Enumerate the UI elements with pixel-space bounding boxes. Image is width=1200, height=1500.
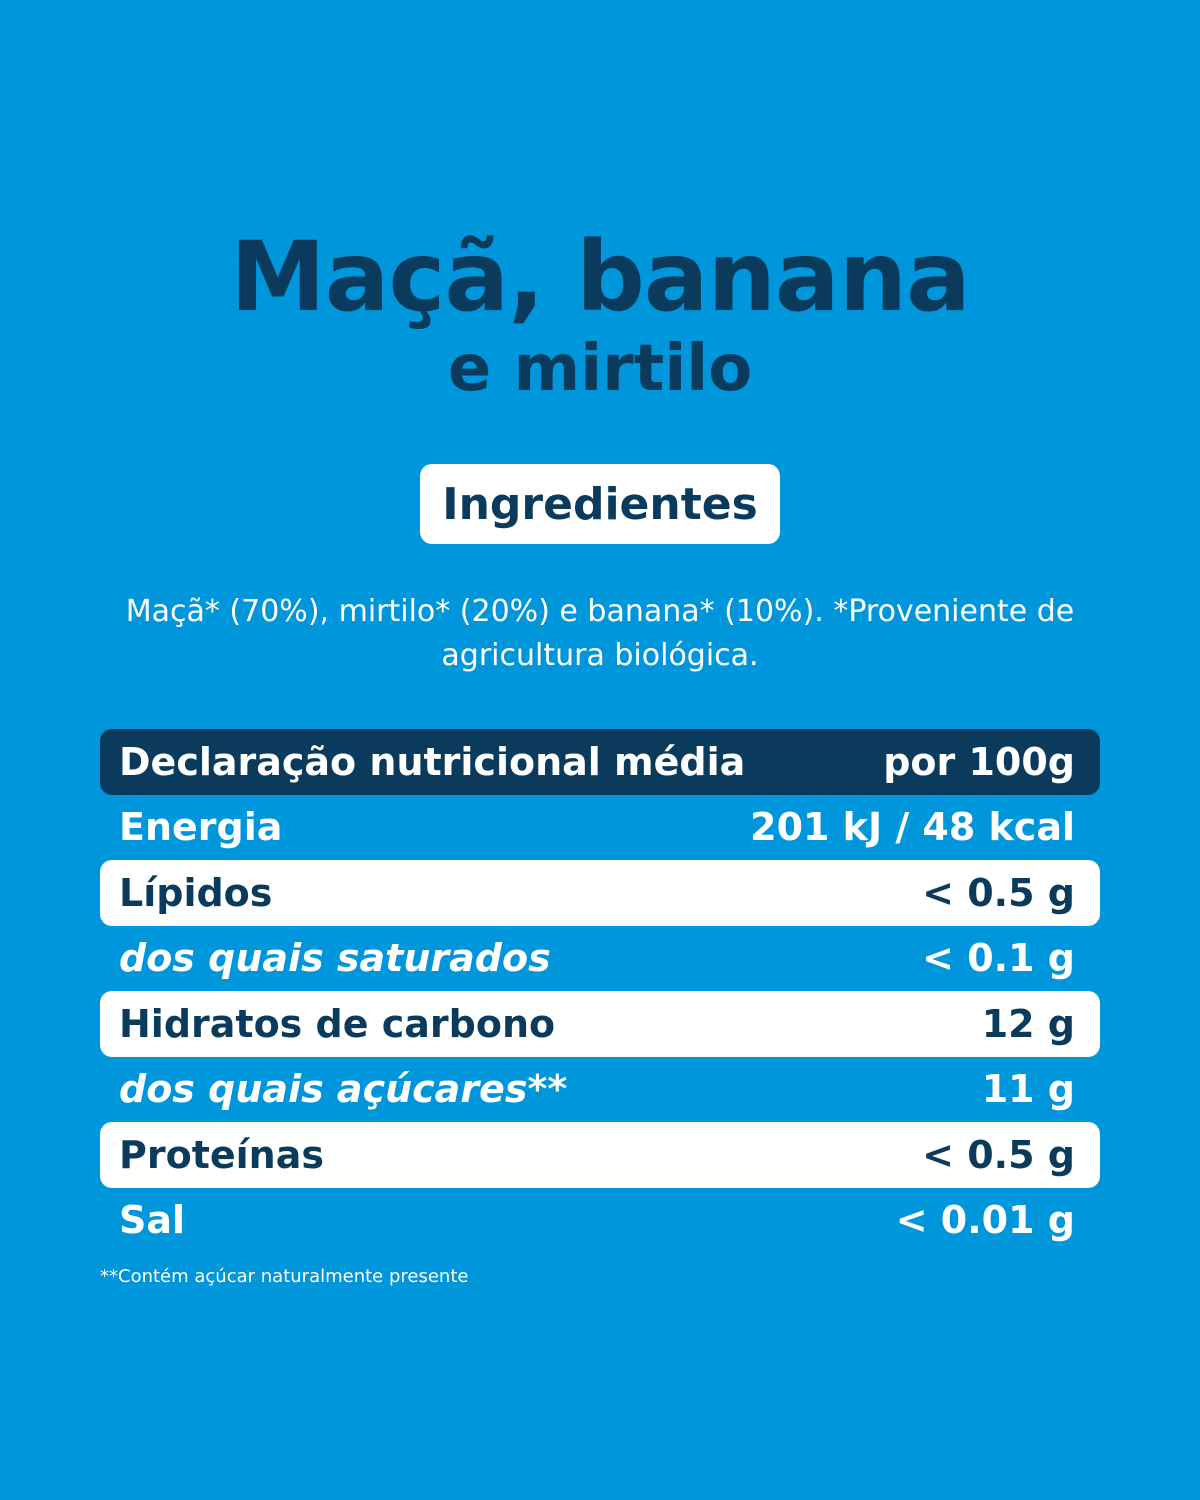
nutrient-label: Sal (119, 1198, 186, 1243)
nutrient-label: Hidratos de carbono (119, 1001, 556, 1046)
nutrient-label: Proteínas (119, 1132, 324, 1177)
nutrient-label: Lípidos (119, 870, 273, 915)
nutrient-value: 11 g (981, 1067, 1075, 1112)
ingredients-badge: Ingredientes (420, 464, 780, 544)
nutrition-row-saturados: dos quais saturados < 0.1 g (100, 926, 1100, 992)
ingredients-text: Maçã* (70%), mirtilo* (20%) e banana* (1… (125, 594, 1075, 673)
nutrition-header-value: por 100g (883, 739, 1075, 784)
nutrition-header-label: Declaração nutricional média (119, 739, 746, 784)
nutrient-value: < 0.1 g (922, 936, 1075, 981)
nutrient-label: dos quais açúcares** (119, 1067, 568, 1112)
nutrition-header-row: Declaração nutricional média por 100g (100, 729, 1100, 795)
nutrition-row-energia: Energia 201 kJ / 48 kcal (100, 795, 1100, 861)
footnote: **Contém açúcar naturalmente presente (100, 1266, 469, 1287)
nutrition-row-hidratos: Hidratos de carbono 12 g (100, 991, 1100, 1057)
nutrient-value: 201 kJ / 48 kcal (750, 805, 1075, 850)
nutrient-value: 12 g (981, 1001, 1075, 1046)
ingredients-badge-label: Ingredientes (442, 478, 758, 530)
nutrition-row-lipidos: Lípidos < 0.5 g (100, 860, 1100, 926)
nutrient-label: dos quais saturados (119, 936, 551, 981)
nutrient-label: Energia (119, 805, 283, 850)
nutrient-value: < 0.5 g (922, 870, 1075, 915)
product-subtitle: e mirtilo (447, 332, 753, 406)
nutrition-row-acucares: dos quais açúcares** 11 g (100, 1057, 1100, 1123)
nutrient-value: < 0.5 g (922, 1132, 1075, 1177)
product-title: Maçã, banana (230, 221, 971, 333)
nutrition-table: Declaração nutricional média por 100g En… (100, 729, 1100, 1253)
nutrient-value: < 0.01 g (895, 1198, 1075, 1243)
nutrition-row-sal: Sal < 0.01 g (100, 1188, 1100, 1254)
nutrition-row-proteinas: Proteínas < 0.5 g (100, 1122, 1100, 1188)
